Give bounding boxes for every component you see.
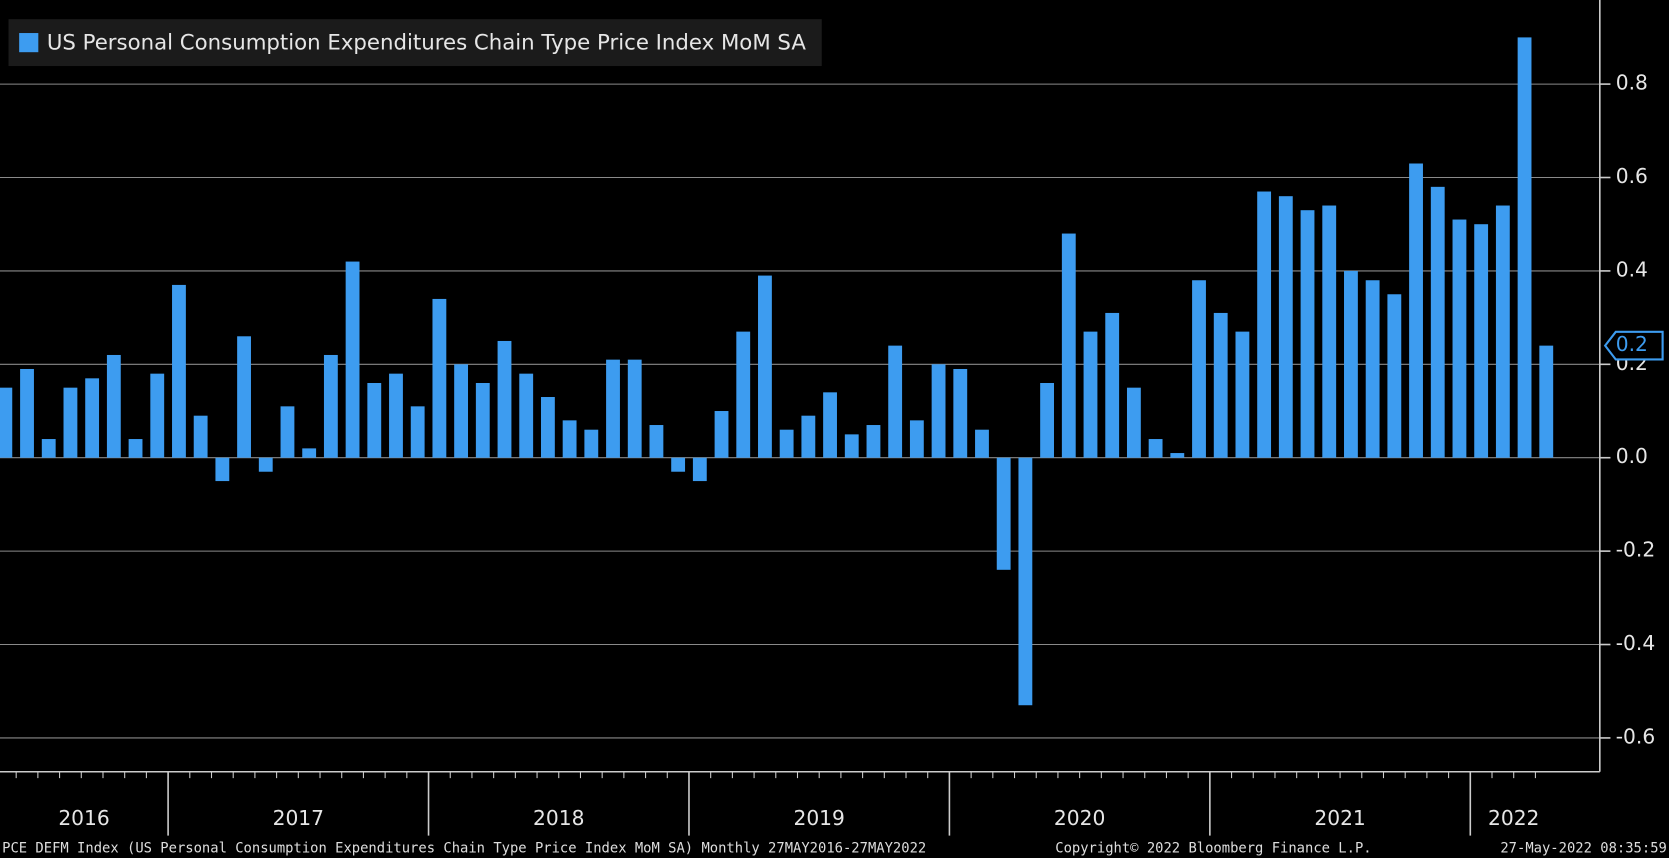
bar: [497, 340, 512, 458]
bar: [692, 457, 707, 482]
bar: [1192, 280, 1206, 458]
x-tick-label: 2021: [1314, 806, 1365, 830]
y-tick-label: 0.4: [1616, 257, 1648, 281]
x-tick-label: 2019: [793, 806, 844, 830]
y-tick-label: -0.2: [1616, 538, 1655, 562]
bar: [606, 359, 620, 458]
bar: [1409, 163, 1423, 458]
x-tick-label: 2017: [273, 806, 324, 830]
footer-left: PCE DEFM Index (US Personal Consumption …: [2, 840, 926, 856]
bar: [844, 434, 859, 458]
value-callout: [1603, 330, 1664, 361]
bar: [1040, 382, 1055, 458]
bar: [801, 415, 816, 458]
bar: [20, 368, 34, 458]
bar: [41, 439, 56, 458]
y-tick-label: 0.6: [1616, 164, 1648, 188]
bar: [1061, 233, 1076, 458]
footer-center: Copyright© 2022 Bloomberg Finance L.P.: [1055, 840, 1371, 856]
bar: [302, 448, 317, 458]
bar: [172, 284, 186, 458]
bar: [432, 298, 447, 458]
bar: [1105, 312, 1120, 458]
bar: [1452, 219, 1467, 458]
legend: [8, 19, 822, 67]
bar: [1387, 294, 1402, 458]
bar: [150, 373, 165, 458]
bar: [215, 457, 230, 482]
bar: [714, 411, 729, 458]
bar: [193, 415, 208, 458]
bar: [258, 457, 273, 472]
bar: [454, 364, 469, 458]
bar: [649, 425, 664, 458]
bar: [671, 457, 686, 472]
bar: [1148, 439, 1163, 458]
bar: [909, 420, 924, 458]
bar: [1474, 224, 1489, 458]
bar: [1213, 312, 1228, 458]
bar: [823, 392, 837, 458]
bar: [85, 378, 100, 458]
bar: [1170, 453, 1185, 458]
x-tick-label: 2020: [1054, 806, 1105, 830]
bar: [0, 387, 13, 458]
bar: [280, 406, 295, 458]
x-tick-label: 2018: [533, 806, 584, 830]
bar: [562, 420, 577, 458]
bar: [389, 373, 403, 458]
bar: [736, 331, 751, 458]
bar: [1126, 387, 1141, 458]
bar: [931, 364, 946, 458]
bars: [0, 37, 1554, 706]
bar: [1539, 345, 1554, 458]
bar: [1018, 457, 1033, 706]
x-tick-label: 2022: [1488, 806, 1539, 830]
value-label: 0.2: [1616, 332, 1648, 356]
bar: [106, 354, 121, 458]
bar: [323, 354, 338, 458]
bar: [1322, 205, 1337, 458]
bar: [779, 429, 794, 458]
bar: [540, 397, 555, 458]
bar: [1278, 196, 1293, 458]
bar: [1235, 331, 1250, 458]
bar: [975, 429, 989, 458]
bar: [866, 425, 881, 458]
bar: [1300, 210, 1315, 458]
bar: [584, 429, 599, 458]
y-tick-label: -0.6: [1616, 724, 1655, 748]
y-tick-label: 0.0: [1616, 444, 1648, 468]
bar: [1430, 186, 1445, 458]
bar: [1257, 191, 1272, 458]
x-axis-labels: 2016 2017 2018 2019 2020 2021 2022: [15, 771, 1539, 836]
bar: [1344, 270, 1358, 458]
bar: [475, 382, 490, 458]
y-tick-label: -0.4: [1616, 631, 1655, 655]
bar: [410, 406, 425, 458]
bar: [1517, 37, 1532, 458]
y-tick-label: 0.8: [1616, 71, 1648, 95]
bar: [758, 275, 772, 458]
bar: [996, 457, 1011, 570]
bar: [128, 439, 143, 458]
bar: [237, 336, 251, 458]
bar: [345, 261, 360, 458]
footer-right: 27-May-2022 08:35:59: [1500, 840, 1667, 856]
legend-swatch: [19, 33, 39, 53]
bar: [953, 368, 968, 458]
bar: [1365, 280, 1380, 458]
bar: [63, 387, 78, 458]
bar: [367, 382, 382, 458]
bar: [627, 359, 642, 458]
bar: [888, 345, 903, 458]
bar: [1495, 205, 1510, 458]
legend-label: US Personal Consumption Expenditures Cha…: [47, 31, 806, 56]
bar: [519, 373, 534, 458]
x-tick-label: 2016: [58, 806, 109, 830]
bar: [1083, 331, 1098, 458]
